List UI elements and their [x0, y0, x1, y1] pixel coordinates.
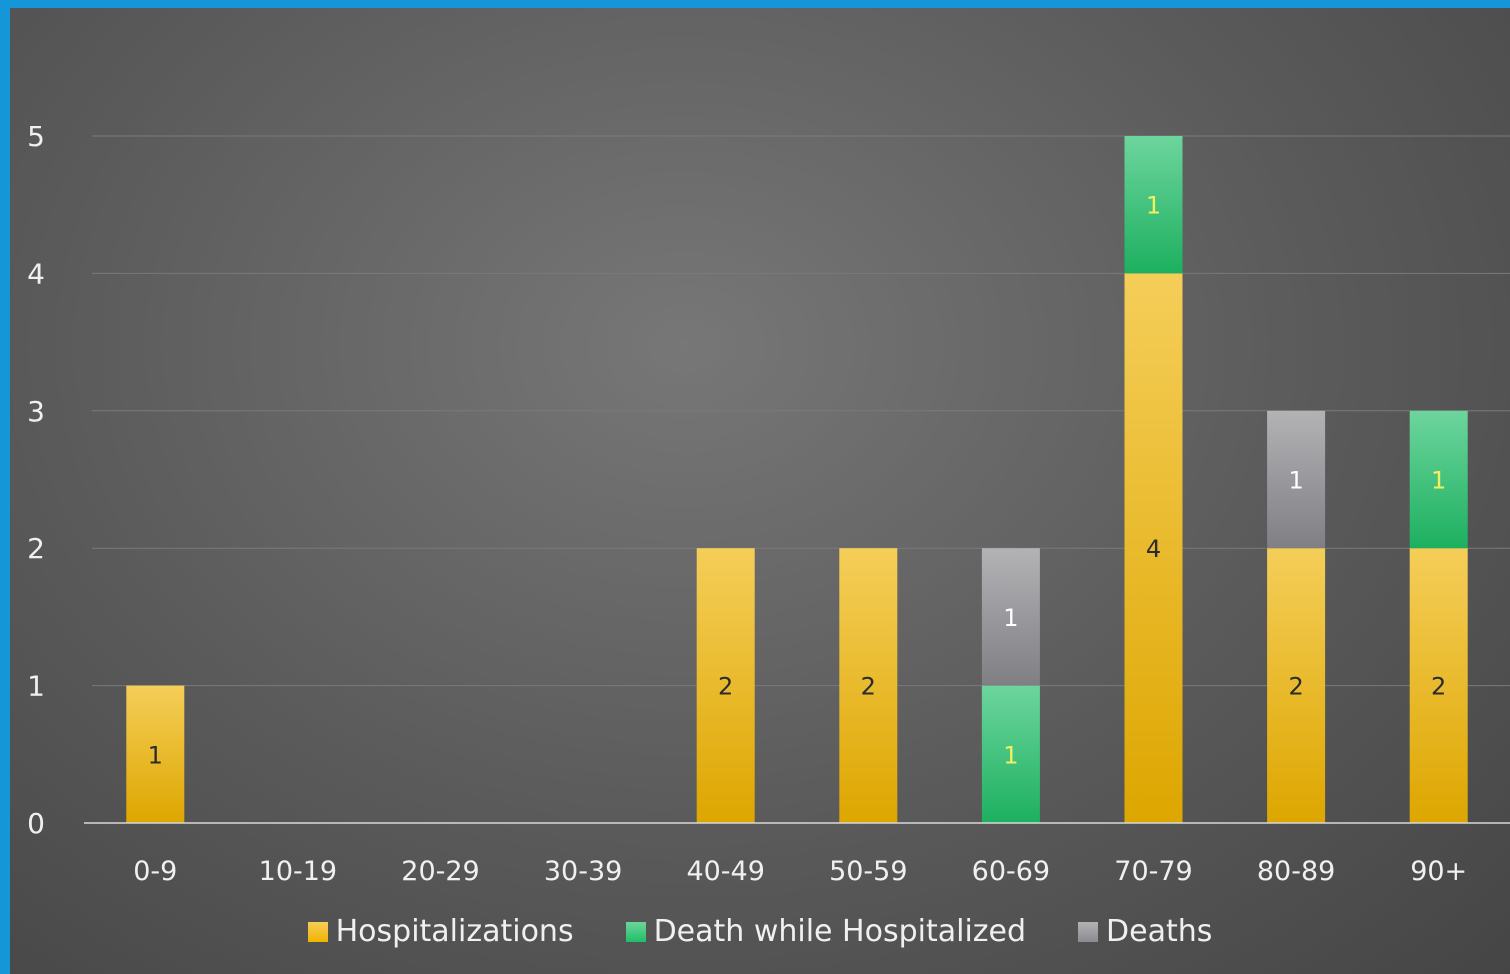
data-label: 2 [718, 673, 733, 701]
data-label: 1 [1003, 604, 1018, 632]
y-tick-label: 1 [27, 670, 45, 703]
legend-item: Deaths [1078, 914, 1212, 949]
x-tick-label: 90+ [1410, 856, 1467, 887]
bar-hospitalizations-0-9 [126, 685, 185, 823]
x-tick-label: 60-69 [972, 856, 1050, 887]
data-label: 1 [148, 741, 163, 769]
x-tick-label: 70-79 [1114, 856, 1192, 887]
y-tick-label: 3 [27, 395, 45, 428]
legend-label: Death while Hospitalized [653, 914, 1027, 949]
x-tick-label: 30-39 [544, 856, 622, 887]
legend-swatch [1078, 921, 1099, 942]
y-tick-label: 4 [27, 257, 45, 290]
data-label: 2 [1288, 673, 1303, 701]
x-tick-label: 40-49 [686, 856, 764, 887]
data-label: 2 [861, 673, 876, 701]
data-label: 1 [1003, 741, 1018, 769]
data-label: 4 [1146, 535, 1161, 563]
bar-hospitalizations-90+ [1409, 548, 1468, 823]
bar-hospitalizations-50-59 [839, 548, 898, 823]
legend-item: Hospitalizations [307, 914, 574, 949]
bar-death-while-hospitalized-70-79 [1124, 136, 1183, 274]
x-tick-label: 80-89 [1257, 856, 1335, 887]
data-label: 1 [1431, 467, 1446, 495]
bar-deaths-80-89 [1267, 410, 1326, 549]
legend-swatch [307, 921, 328, 942]
y-tick-label: 2 [27, 532, 45, 565]
legend: Hospitalizations Death while Hospitalized… [10, 914, 1510, 949]
x-tick-label: 20-29 [401, 856, 479, 887]
y-tick-label: 5 [27, 120, 45, 153]
x-tick-label: 0-9 [133, 856, 177, 887]
bar-hospitalizations-40-49 [696, 548, 755, 823]
data-label: 1 [1146, 192, 1161, 220]
data-label: 2 [1431, 673, 1446, 701]
bar-death-while-hospitalized-90+ [1409, 410, 1468, 549]
data-label: 1 [1288, 467, 1303, 495]
y-tick-label: 0 [27, 807, 45, 840]
stacked-bar-chart: 0 1 2 3 4 5 1 0-9 10-19 20-29 30-39 2 40-49 2 50-59 1 1 6… [27, 120, 1510, 887]
legend-label: Deaths [1106, 914, 1213, 949]
legend-swatch [625, 921, 646, 942]
bar-hospitalizations-80-89 [1267, 548, 1326, 823]
bar-hospitalizations-70-79 [1124, 273, 1183, 823]
bar-deaths-60-69 [981, 548, 1040, 686]
bar-death-while-hospitalized-60-69 [981, 685, 1040, 823]
chart-frame: 0 1 2 3 4 5 1 0-9 10-19 20-29 30-39 2 40-49 2 50-59 1 1 6… [10, 8, 1510, 974]
legend-label: Hospitalizations [335, 914, 574, 949]
x-tick-label: 50-59 [829, 856, 907, 887]
x-tick-label: 10-19 [259, 856, 337, 887]
legend-item: Death while Hospitalized [625, 914, 1027, 949]
